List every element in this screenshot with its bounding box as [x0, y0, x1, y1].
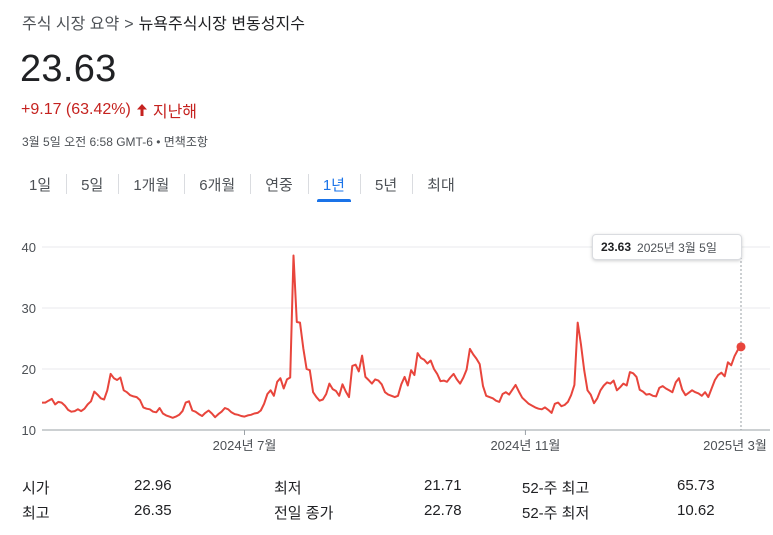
range-tab[interactable]: 연중: [250, 170, 308, 202]
quote-timestamp: 3월 5일 오전 6:58 GMT-6 • 면책조항: [22, 135, 208, 149]
stat-open-label: 시가: [22, 480, 50, 497]
last-point-marker: [736, 342, 746, 352]
stats-row: 최고 26.35 전일 종가 22.78 52-주 최저 10.62: [22, 502, 742, 527]
y-tick-label: 10: [22, 423, 36, 438]
range-tab[interactable]: 5년: [359, 170, 412, 202]
stat-52w-high-value: 65.73: [677, 477, 715, 494]
stat-high-value: 26.35: [134, 502, 172, 519]
y-tick-label: 40: [22, 240, 36, 255]
stat-low-value: 21.71: [424, 477, 462, 494]
stat-low-label: 최저: [274, 480, 302, 497]
tooltip-date: 2025년 3월 5일: [637, 240, 717, 255]
arrow-up-icon: [136, 104, 147, 116]
x-tick-label: 2024년 7월: [213, 438, 277, 453]
stat-prev-close-value: 22.78: [424, 502, 462, 519]
range-tab[interactable]: 최대: [412, 170, 470, 202]
series-line: [42, 254, 742, 419]
price-change-period: 지난해: [152, 104, 198, 121]
x-tick-label: 2024년 11월: [490, 438, 560, 453]
range-tab[interactable]: 6개월: [184, 170, 250, 202]
breadcrumb-current: 뉴욕주식시장 변동성지수: [138, 16, 305, 33]
range-tabs: 1일 5일 1개월 6개월 연중 1년 5년 최대: [14, 170, 470, 202]
stat-52w-high-label: 52-주 최고: [522, 480, 590, 497]
stat-52w-low-label: 52-주 최저: [522, 505, 590, 522]
stat-52w-low-value: 10.62: [677, 502, 715, 519]
stats-row: 시가 22.96 최저 21.71 52-주 최고 65.73: [22, 477, 742, 502]
stat-high-label: 최고: [22, 505, 50, 522]
breadcrumb: 주식 시장 요약 > 뉴욕주식시장 변동성지수: [22, 10, 305, 34]
y-tick-label: 20: [22, 362, 36, 377]
vix-line-chart[interactable]: 10 20 30 40 2024년 7월 2024년 11월 2025년 3월: [0, 225, 773, 465]
price-change-value: +9.17 (63.42%): [21, 101, 131, 118]
range-tab[interactable]: 1년: [307, 170, 360, 202]
price-change: +9.17 (63.42%) 지난해: [21, 98, 197, 122]
key-stats: 시가 22.96 최저 21.71 52-주 최고 65.73 최고 26.35…: [22, 477, 742, 527]
tooltip-value: 23.63: [601, 240, 632, 254]
stat-prev-close-label: 전일 종가: [274, 505, 334, 522]
range-tab[interactable]: 1일: [29, 177, 52, 194]
breadcrumb-separator: >: [124, 16, 134, 33]
range-tab[interactable]: 1개월: [118, 170, 184, 202]
chart-tooltip: 23.63 2025년 3월 5일: [592, 234, 742, 260]
current-price: 23.63: [20, 48, 117, 90]
stat-open-value: 22.96: [134, 477, 172, 494]
x-tick-label: 2025년 3월: [703, 438, 767, 453]
breadcrumb-parent-link[interactable]: 주식 시장 요약: [22, 16, 120, 33]
range-tab[interactable]: 5일: [66, 170, 118, 202]
y-tick-label: 30: [22, 301, 36, 316]
